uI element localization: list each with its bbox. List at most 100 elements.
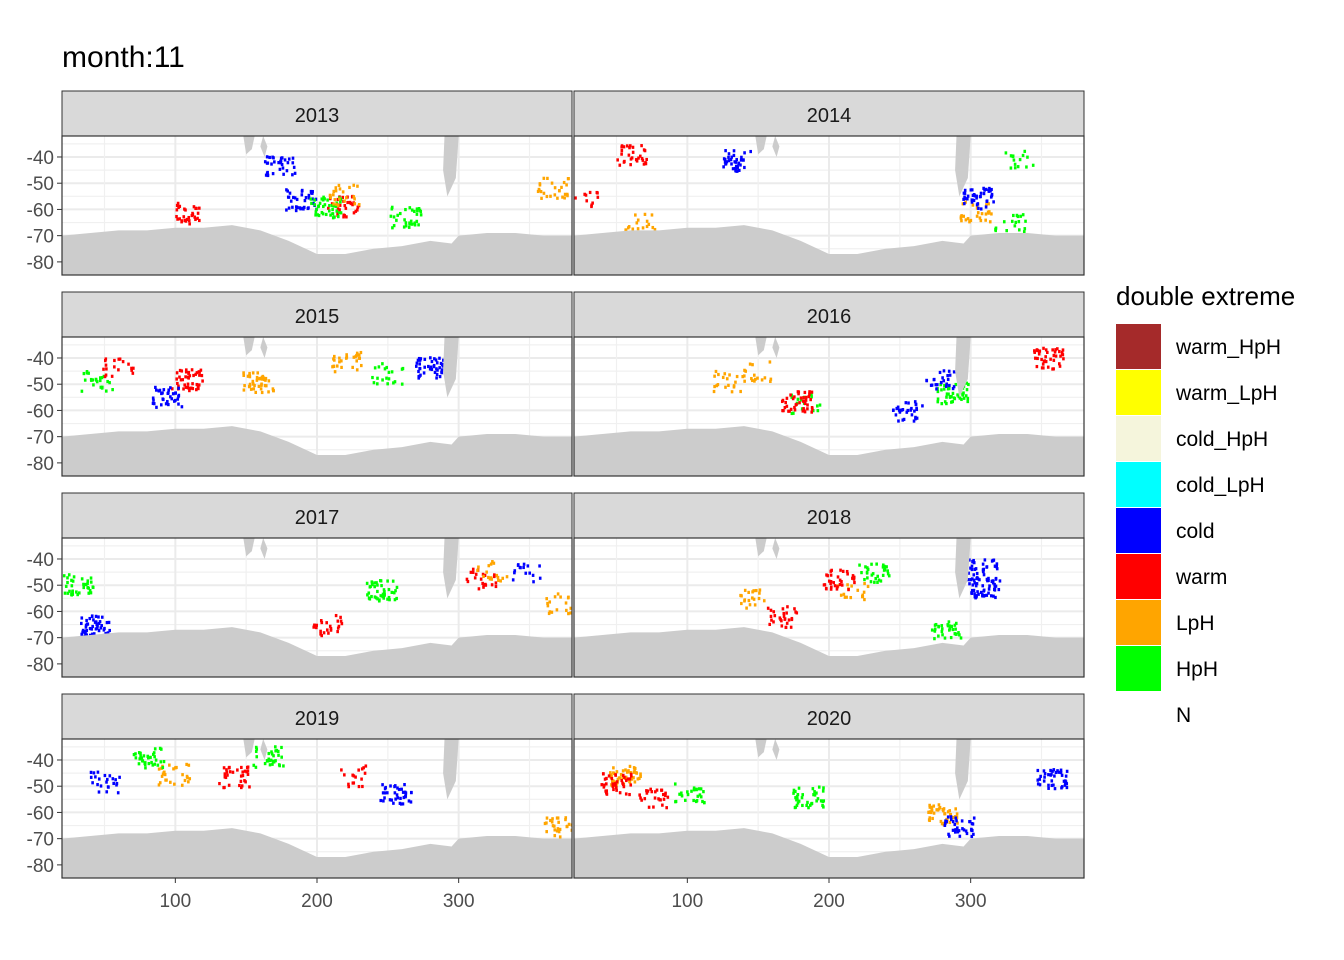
data-cell bbox=[318, 201, 322, 205]
data-cell bbox=[257, 377, 261, 381]
data-cell bbox=[840, 583, 844, 587]
data-cell bbox=[987, 210, 991, 214]
data-cell bbox=[152, 751, 156, 755]
data-cell bbox=[769, 614, 773, 619]
data-cell bbox=[943, 383, 946, 388]
legend-item: warm bbox=[1116, 554, 1227, 599]
data-cell bbox=[742, 158, 745, 162]
data-cell bbox=[278, 167, 282, 171]
data-cell bbox=[1042, 769, 1046, 773]
data-cell bbox=[389, 784, 392, 788]
data-cell bbox=[159, 403, 163, 407]
data-cell bbox=[323, 197, 326, 201]
data-cell bbox=[793, 607, 796, 611]
data-cell bbox=[332, 204, 336, 208]
data-cell bbox=[392, 215, 396, 219]
data-cell bbox=[1016, 214, 1020, 219]
data-cell bbox=[169, 780, 172, 784]
data-cell bbox=[627, 769, 630, 773]
data-cell bbox=[847, 588, 850, 592]
data-cell bbox=[694, 787, 698, 791]
data-cell bbox=[306, 206, 310, 211]
data-cell bbox=[936, 397, 940, 401]
data-cell bbox=[361, 784, 364, 789]
data-cell bbox=[321, 204, 325, 209]
data-cell bbox=[886, 572, 890, 576]
data-cell bbox=[117, 368, 120, 372]
data-cell bbox=[993, 587, 996, 592]
data-cell bbox=[92, 771, 96, 775]
data-cell bbox=[70, 592, 73, 596]
data-cell bbox=[980, 212, 984, 216]
data-cell bbox=[408, 222, 411, 226]
data-cell bbox=[838, 582, 842, 587]
data-cell bbox=[946, 810, 950, 814]
data-cell bbox=[824, 586, 828, 591]
data-cell bbox=[936, 808, 940, 812]
data-cell bbox=[435, 372, 439, 377]
data-cell bbox=[898, 409, 902, 413]
data-cell bbox=[163, 772, 167, 777]
data-cell bbox=[565, 608, 568, 613]
data-cell bbox=[753, 379, 756, 383]
y-tick-label: -70 bbox=[27, 227, 54, 248]
data-cell bbox=[330, 202, 334, 206]
data-cell bbox=[768, 622, 772, 627]
data-cell bbox=[241, 773, 245, 778]
data-cell bbox=[256, 371, 260, 375]
data-cell bbox=[540, 196, 543, 200]
data-cell bbox=[816, 409, 820, 413]
data-cell bbox=[243, 769, 247, 773]
y-tick-label: -40 bbox=[27, 550, 54, 571]
data-cell bbox=[335, 209, 339, 213]
data-cell bbox=[664, 791, 667, 795]
data-cell bbox=[279, 158, 283, 162]
data-cell bbox=[692, 786, 696, 790]
data-cell bbox=[423, 365, 427, 369]
data-cell bbox=[1040, 357, 1043, 362]
data-cell bbox=[383, 593, 386, 598]
panel-border bbox=[573, 336, 1085, 477]
data-cell bbox=[313, 203, 317, 207]
data-cell bbox=[612, 766, 615, 770]
data-cell bbox=[320, 210, 324, 215]
data-cell bbox=[630, 156, 634, 160]
data-cell bbox=[379, 594, 383, 598]
data-cell bbox=[1044, 355, 1047, 359]
data-cell bbox=[441, 364, 445, 368]
data-cell bbox=[734, 169, 738, 173]
data-cell bbox=[941, 633, 944, 637]
data-cell bbox=[787, 618, 791, 622]
antarctica-landmass bbox=[62, 828, 572, 878]
data-cell bbox=[981, 594, 984, 598]
data-cell bbox=[240, 765, 243, 770]
data-cell bbox=[910, 406, 913, 411]
data-cell bbox=[77, 591, 81, 595]
data-cell bbox=[1012, 213, 1015, 218]
data-cell bbox=[832, 581, 835, 585]
data-cell bbox=[932, 811, 936, 815]
data-cell bbox=[89, 377, 93, 382]
data-cell bbox=[350, 195, 354, 199]
data-cell bbox=[513, 571, 516, 575]
data-cell bbox=[270, 750, 273, 754]
data-cell bbox=[236, 768, 239, 772]
data-cell bbox=[260, 383, 263, 387]
data-cell bbox=[727, 155, 730, 159]
data-cell bbox=[332, 202, 335, 206]
data-cell bbox=[937, 634, 940, 638]
data-cell bbox=[336, 626, 340, 630]
data-cell bbox=[948, 809, 952, 813]
data-cell bbox=[556, 196, 559, 200]
data-cell bbox=[95, 380, 99, 384]
data-cell bbox=[936, 383, 939, 387]
data-cell bbox=[968, 558, 971, 562]
data-cell bbox=[163, 770, 166, 774]
data-cell bbox=[901, 418, 905, 422]
data-cell bbox=[743, 598, 747, 602]
data-cell bbox=[780, 624, 784, 628]
data-cell bbox=[347, 785, 350, 789]
data-cell bbox=[959, 636, 963, 640]
data-cell bbox=[945, 382, 948, 386]
